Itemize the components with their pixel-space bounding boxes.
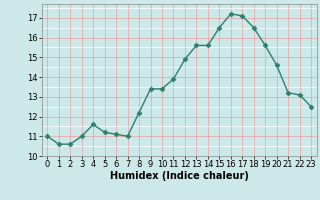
X-axis label: Humidex (Indice chaleur): Humidex (Indice chaleur) — [110, 171, 249, 181]
